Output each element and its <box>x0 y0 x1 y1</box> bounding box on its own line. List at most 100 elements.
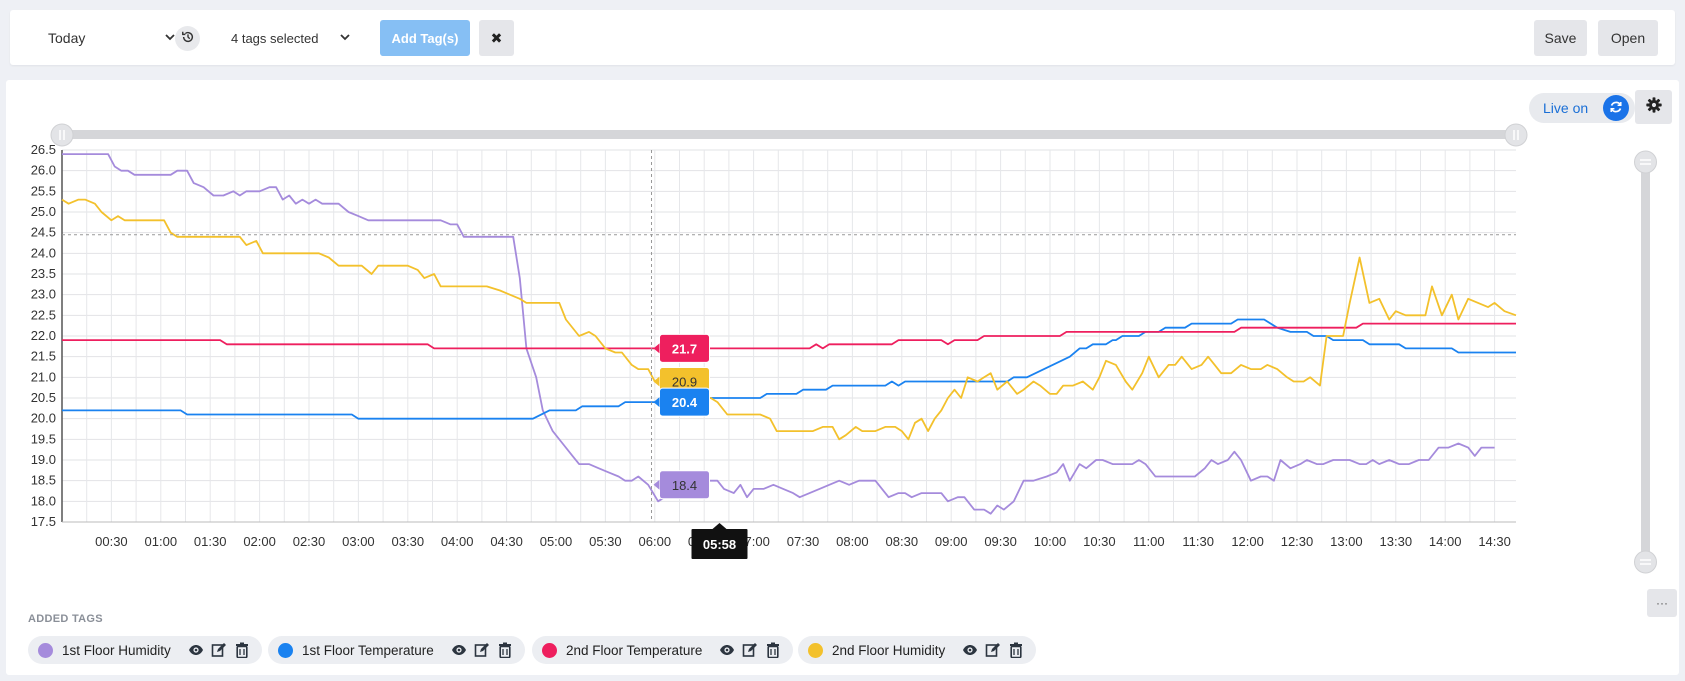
open-button[interactable]: Open <box>1598 20 1658 56</box>
value-label-text: 20.4 <box>672 395 698 410</box>
tag-color-dot <box>808 642 823 658</box>
y-slider-handle-top <box>1634 150 1657 174</box>
trash-icon[interactable] <box>232 640 252 660</box>
y-tick-label: 26.0 <box>31 163 56 178</box>
y-tick-label: 25.0 <box>31 204 56 219</box>
tags-select[interactable]: 4 tags selected <box>231 26 351 50</box>
y-tick-label: 26.5 <box>31 142 56 157</box>
x-tick-label: 13:00 <box>1330 534 1363 549</box>
y-tick-label: 23.0 <box>31 287 56 302</box>
edit-icon[interactable] <box>983 640 1003 660</box>
range-slider-handle-left <box>50 123 74 147</box>
x-tick-label: 02:00 <box>243 534 276 549</box>
y-tick-label: 17.5 <box>31 514 56 529</box>
series-line-3 <box>61 198 1517 441</box>
chevron-down-icon <box>339 31 351 46</box>
live-refresh-button[interactable] <box>1603 95 1629 121</box>
cursor-time-box <box>691 529 748 559</box>
clear-tags-button[interactable]: ✖ <box>479 20 514 56</box>
x-tick-label: 04:30 <box>490 534 523 549</box>
add-tags-button[interactable]: Add Tag(s) <box>380 20 470 56</box>
x-tick-label: 01:00 <box>145 534 178 549</box>
value-label-text: 18.4 <box>672 478 697 493</box>
x-tick-label: 11:00 <box>1133 534 1165 549</box>
chart-settings-button[interactable] <box>1635 90 1672 124</box>
tags-select-value: 4 tags selected <box>231 30 319 46</box>
tag-color-dot <box>278 642 293 658</box>
reset-time-button[interactable] <box>175 26 200 51</box>
value-label-pointer <box>653 397 660 408</box>
cursor-value-label: 20.4 <box>653 387 711 417</box>
cursor-time-pointer <box>712 523 727 529</box>
x-tick-label: 06:00 <box>639 534 672 549</box>
tag-chip: 2nd Floor Temperature <box>532 636 794 664</box>
tag-label: 1st Floor Humidity <box>62 642 171 658</box>
series-line-0 <box>62 153 1495 515</box>
x-tick-label: 08:00 <box>836 534 869 549</box>
more-options-button[interactable]: ··· <box>1647 589 1677 617</box>
x-tick-label: 03:30 <box>392 534 425 549</box>
x-axis: 00:30 01:00 01:30 02:00 02:30 03:00 03:30 04:00… <box>95 534 1511 549</box>
y-tick-label: 22.5 <box>31 307 56 322</box>
x-tick-label: 05:30 <box>589 534 622 549</box>
y-tick-label: 18.5 <box>31 473 56 488</box>
x-tick-label: 09:30 <box>984 534 1017 549</box>
x-tick-label: 02:30 <box>293 534 326 549</box>
refresh-icon <box>1608 99 1624 118</box>
added-tags-title: ADDED TAGS <box>28 613 103 625</box>
x-tick-label: 14:00 <box>1429 534 1462 549</box>
x-tick-label: 12:00 <box>1231 534 1264 549</box>
tag-chip: 1st Floor Humidity <box>28 636 262 664</box>
tag-chip: 1st Floor Temperature <box>268 636 525 664</box>
y-tick-label: 21.5 <box>31 349 56 364</box>
trash-icon[interactable] <box>763 640 783 660</box>
x-tick-label: 05:00 <box>540 534 573 549</box>
tag-chip: 2nd Floor Humidity <box>798 636 1037 664</box>
y-tick-label: 19.0 <box>31 452 56 467</box>
chevron-down-icon <box>164 31 176 46</box>
cursor-time-label: 05:58 <box>691 523 748 559</box>
y-tick-label: 21.0 <box>31 369 56 384</box>
y-tick-label: 20.0 <box>31 411 56 426</box>
x-tick-label: 03:00 <box>342 534 375 549</box>
y-tick-label: 24.5 <box>31 225 56 240</box>
trash-icon[interactable] <box>1006 640 1026 660</box>
y-tick-label: 20.5 <box>31 390 56 405</box>
x-tick-label: 12:30 <box>1281 534 1314 549</box>
trash-icon[interactable] <box>495 640 515 660</box>
tag-color-dot <box>542 642 557 658</box>
tag-label: 1st Floor Temperature <box>302 642 434 658</box>
save-button[interactable]: Save <box>1534 20 1587 56</box>
y-slider-handle-bottom <box>1634 550 1657 574</box>
history-icon <box>181 30 195 47</box>
edit-icon[interactable] <box>209 640 229 660</box>
value-label-text: 21.7 <box>672 341 697 356</box>
x-tick-label: 11:30 <box>1182 534 1214 549</box>
x-tick-label: 00:30 <box>95 534 128 549</box>
y-tick-label: 25.5 <box>31 183 56 198</box>
value-label-pointer <box>653 343 660 354</box>
x-tick-label: 13:30 <box>1380 534 1413 549</box>
eye-icon[interactable] <box>717 640 737 660</box>
eye-icon[interactable] <box>186 640 206 660</box>
y-tick-label: 24.0 <box>31 245 56 260</box>
cursor-value-label: 18.4 <box>653 470 711 500</box>
edit-icon[interactable] <box>740 640 760 660</box>
tag-color-dot <box>38 642 53 658</box>
y-axis: 17.5 18.0 18.5 19.0 19.5 20.0 20.5 21.0 21.5 22.0… <box>31 142 56 529</box>
time-range-select[interactable]: Today <box>38 26 176 50</box>
eye-icon[interactable] <box>960 640 980 660</box>
eye-icon[interactable] <box>449 640 469 660</box>
x-tick-label: 09:00 <box>935 534 968 549</box>
edit-icon[interactable] <box>472 640 492 660</box>
value-label-pointer <box>653 479 660 490</box>
x-tick-label: 10:30 <box>1083 534 1116 549</box>
live-label: Live on <box>1543 100 1589 116</box>
series-line-1 <box>62 318 1516 420</box>
x-tick-label: 01:30 <box>194 534 227 549</box>
tag-label: 2nd Floor Humidity <box>832 642 946 658</box>
y-tick-label: 18.0 <box>31 493 56 508</box>
x-tick-label: 08:30 <box>886 534 919 549</box>
value-label-text: 20.9 <box>672 374 697 389</box>
range-slider-handle-right <box>1504 123 1528 147</box>
